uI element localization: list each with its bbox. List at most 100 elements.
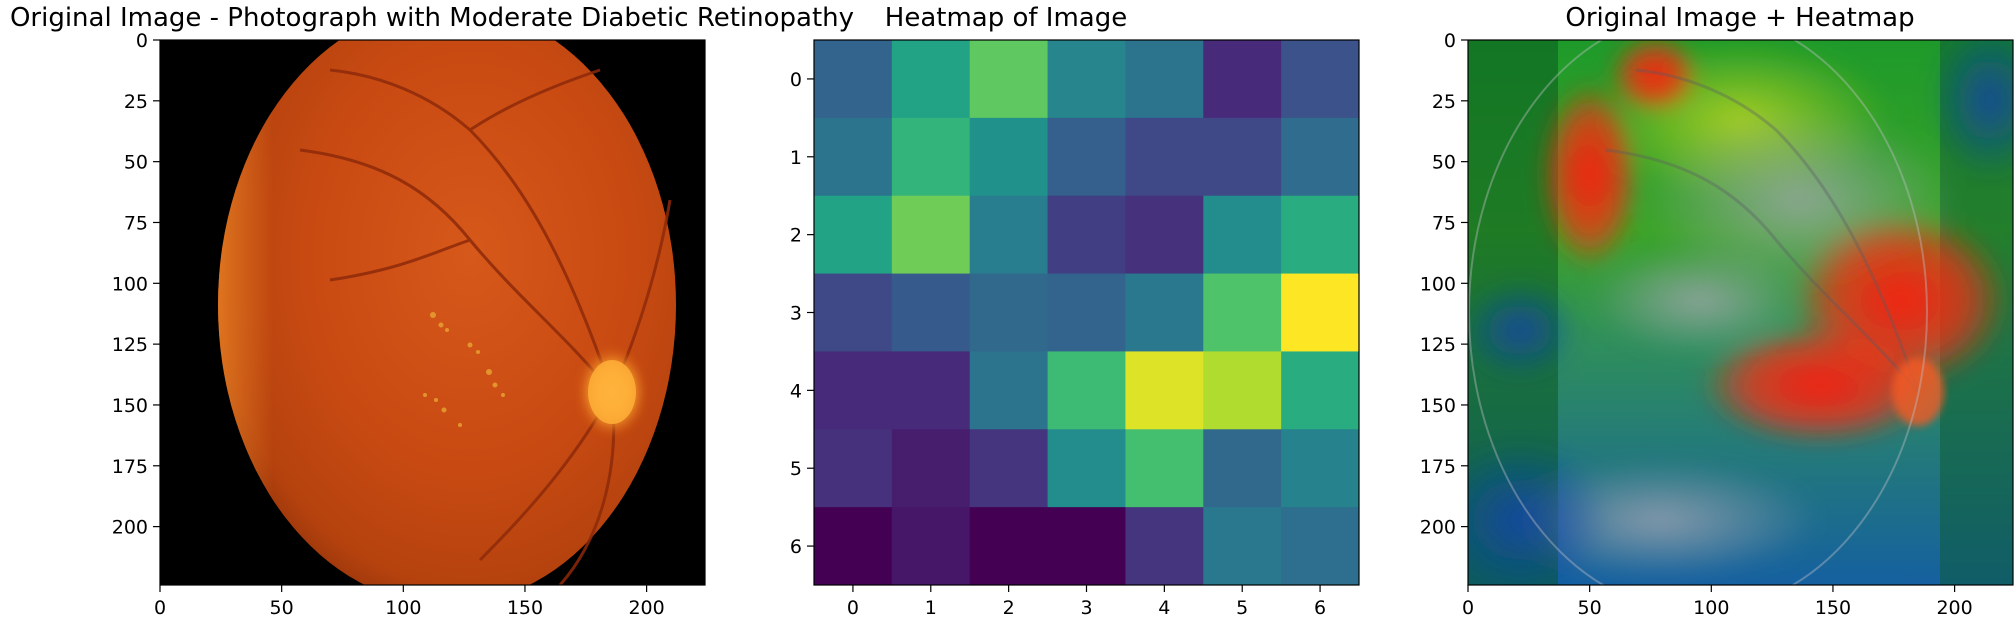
x-tick-label: 2: [1003, 597, 1015, 619]
x-tick-label: 50: [270, 597, 294, 619]
y-tick-label: 25: [1432, 91, 1456, 113]
heatmap-cell: [969, 429, 1049, 508]
y-tick-label: 150: [112, 395, 148, 417]
heatmap-cell: [1203, 429, 1282, 508]
x-tick-label: 50: [1578, 597, 1602, 619]
heatmap-cell: [1203, 273, 1282, 352]
heatmap-cell: [1125, 507, 1204, 586]
y-tick-label: 25: [124, 91, 148, 113]
y-tick-label: 5: [790, 458, 802, 480]
heatmap-cell: [969, 507, 1049, 586]
panel-1-title: Original Image - Photograph with Moderat…: [10, 3, 854, 33]
heatmap-cell: [1125, 195, 1204, 275]
heatmap-cell: [1281, 429, 1360, 508]
y-tick-label: 125: [1420, 334, 1456, 356]
heatmap-cell: [814, 40, 893, 119]
y-tick-label: 0: [1444, 30, 1456, 52]
x-tick-label: 6: [1314, 597, 1326, 619]
heatmap-cell: [1281, 351, 1360, 430]
heatmap-cell: [891, 195, 971, 275]
heatmap-cell: [1125, 117, 1204, 197]
heatmap-cell: [891, 117, 971, 197]
y-tick-label: 75: [124, 212, 148, 234]
heatmap-cell: [1281, 40, 1360, 119]
heatmap-cell: [891, 507, 971, 586]
x-tick-label: 5: [1236, 597, 1248, 619]
y-tick-label: 6: [790, 536, 802, 558]
heatmap-cell: [1047, 273, 1126, 352]
heatmap-cell: [1281, 273, 1360, 352]
heatmap-cell: [1203, 117, 1282, 197]
x-tick-label: 1: [925, 597, 937, 619]
heatmap-cell: [1047, 195, 1126, 275]
heatmap-cell: [814, 117, 893, 197]
y-tick-label: 3: [790, 303, 802, 325]
heatmap-cells: [814, 40, 1360, 586]
heatmap-cell: [1281, 195, 1360, 275]
y-tick-label: 175: [1420, 456, 1456, 478]
x-tick-label: 150: [1815, 597, 1851, 619]
y-tick-label: 175: [112, 456, 148, 478]
heatmap-cell: [814, 351, 893, 430]
heatmap-cell: [1047, 507, 1126, 586]
y-tick-label: 200: [112, 517, 148, 539]
panel-heatmap: Heatmap of Image 0 1 2 3 4 5 6 0 1 2 3 4 5 6: [790, 3, 1360, 619]
x-tick-label: 0: [847, 597, 859, 619]
x-tick-label: 0: [1462, 597, 1474, 619]
x-tick-label: 4: [1158, 597, 1170, 619]
panel-original-image: Original Image - Photograph with Moderat…: [10, 3, 854, 619]
heatmap-cell: [969, 273, 1049, 352]
y-tick-label: 75: [1432, 212, 1456, 234]
heatmap-cell: [814, 273, 893, 352]
heatmap-cell: [1203, 351, 1282, 430]
panel-2-x-axis: 0 1 2 3 4 5 6: [847, 585, 1326, 619]
y-tick-label: 2: [790, 225, 802, 247]
y-tick-label: 1: [790, 147, 802, 169]
heatmap-cell: [891, 40, 971, 119]
y-tick-label: 0: [136, 30, 148, 52]
heatmap-cell: [891, 429, 971, 508]
y-tick-label: 50: [1432, 152, 1456, 174]
panel-1-y-axis: 0 25 50 75 100 125 150 175 200: [112, 30, 160, 539]
y-tick-label: 125: [112, 334, 148, 356]
heatmap-cell: [1047, 40, 1126, 119]
x-tick-label: 200: [628, 597, 664, 619]
x-tick-label: 100: [1693, 597, 1729, 619]
heatmap-cell: [1047, 351, 1126, 430]
panel-3-title: Original Image + Heatmap: [1565, 3, 1914, 33]
heatmap-cell: [1047, 429, 1126, 508]
panel-3-y-axis: 0 25 50 75 100 125 150 175 200: [1420, 30, 1468, 539]
heatmap-cell: [1281, 117, 1360, 197]
y-tick-label: 4: [790, 380, 802, 402]
heatmap-cell: [969, 195, 1049, 275]
heatmap-cell: [969, 351, 1049, 430]
heatmap-cell: [1125, 429, 1204, 508]
y-tick-label: 50: [124, 152, 148, 174]
x-tick-label: 3: [1080, 597, 1092, 619]
heatmap-cell: [1125, 273, 1204, 352]
panel-2-y-axis: 0 1 2 3 4 5 6: [790, 69, 814, 558]
heatmap-cell: [891, 273, 971, 352]
x-tick-label: 200: [1936, 597, 1972, 619]
y-tick-label: 0: [790, 69, 802, 91]
x-tick-label: 100: [385, 597, 421, 619]
heatmap-cell: [1281, 507, 1360, 586]
heatmap-cell: [1203, 507, 1282, 586]
y-tick-label: 200: [1420, 517, 1456, 539]
y-tick-label: 150: [1420, 395, 1456, 417]
panel-1-x-axis: 0 50 100 150 200: [154, 585, 665, 619]
fundus-photo: [160, 40, 705, 585]
heatmap-cell: [891, 351, 971, 430]
heatmap-cell: [969, 117, 1049, 197]
heatmap-cell: [1125, 40, 1204, 119]
heatmap-cell: [1047, 117, 1126, 197]
heatmap-cell: [814, 507, 893, 586]
x-tick-label: 0: [154, 597, 166, 619]
y-tick-label: 100: [1420, 273, 1456, 295]
heatmap-cell: [814, 195, 893, 275]
heatmap-cell: [1203, 40, 1282, 119]
heatmap-cell: [1203, 195, 1282, 275]
panel-2-title: Heatmap of Image: [885, 3, 1127, 33]
heatmap-cell: [814, 429, 893, 508]
